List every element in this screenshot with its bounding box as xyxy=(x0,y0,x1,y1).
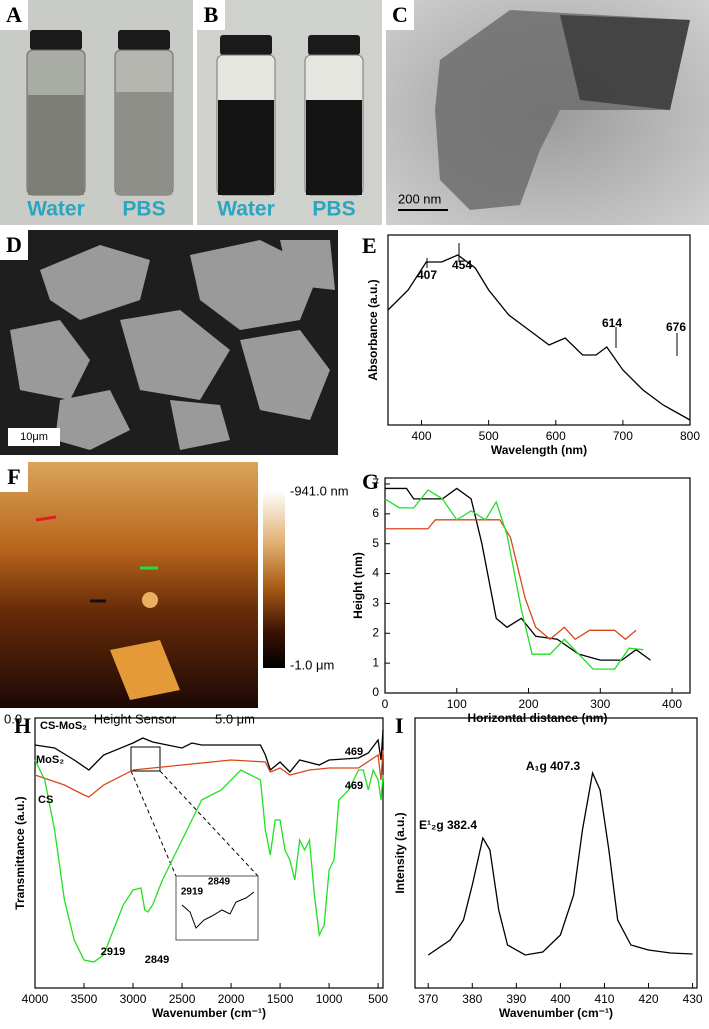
x-tick-label: 800 xyxy=(680,429,700,443)
y-tick-label: 2 xyxy=(372,625,379,639)
y-axis-label: Transmittance (a.u.) xyxy=(13,796,27,909)
annotation: E¹₂g 382.4 xyxy=(419,818,477,832)
panel-label: H xyxy=(14,713,31,738)
data-line xyxy=(384,489,644,670)
x-tick-label: 430 xyxy=(683,992,703,1006)
data-line xyxy=(385,519,637,641)
x-tick-label: 370 xyxy=(418,992,438,1006)
x-tick-label: 4000 xyxy=(22,992,49,1006)
axis-label: 0.0 xyxy=(4,711,22,726)
data-line xyxy=(427,770,693,956)
series-label: CS-MoS₂ xyxy=(40,720,87,732)
annotation: 676 xyxy=(666,320,686,334)
x-tick-label: 1000 xyxy=(316,992,343,1006)
scale-bar-label: 10μm xyxy=(20,431,48,443)
annotation: 407 xyxy=(417,268,437,282)
y-axis-label: Intensity (a.u.) xyxy=(393,812,407,893)
tem-image: C 200 nm xyxy=(386,0,709,225)
annotation: 469 xyxy=(345,746,363,758)
x-tick-label: 500 xyxy=(479,429,499,443)
x-tick-label: 400 xyxy=(662,697,682,711)
photo-b: B Water PBS xyxy=(197,0,382,225)
annotation: 2849 xyxy=(208,877,231,888)
panel-label: F xyxy=(7,464,20,489)
vial-label: PBS xyxy=(312,198,355,221)
x-tick-label: 390 xyxy=(506,992,526,1006)
vial-label: Water xyxy=(27,198,85,221)
annotation: 454 xyxy=(452,258,472,272)
annotation: A₁g 407.3 xyxy=(526,759,581,773)
vial-label: Water xyxy=(217,198,275,221)
afm-image: F -941.0 nm -1.0 μm 0.0 Height Sensor 5.… xyxy=(0,462,349,726)
plot-frame xyxy=(414,717,698,989)
plot-frame xyxy=(387,234,691,426)
panel-label: B xyxy=(204,2,219,27)
annotation: 2919 xyxy=(181,887,204,898)
panel-label: A xyxy=(6,2,22,27)
vial-label: PBS xyxy=(122,198,165,221)
x-tick-label: 3000 xyxy=(120,992,147,1006)
panel-label: C xyxy=(392,2,408,27)
photo-a: A Water PBS xyxy=(0,0,193,225)
data-line xyxy=(387,254,691,421)
y-axis-label: Height (nm) xyxy=(351,552,365,619)
x-axis-label: Wavelength (nm) xyxy=(491,443,587,457)
y-tick-label: 7 xyxy=(372,476,379,490)
axis-label: Height Sensor xyxy=(94,711,177,726)
panel-label: G xyxy=(362,469,379,494)
y-axis-label: Absorbance (a.u.) xyxy=(366,279,380,380)
data-line xyxy=(385,487,651,661)
x-tick-label: 410 xyxy=(594,992,614,1006)
y-tick-label: 4 xyxy=(372,566,379,580)
data-line xyxy=(34,759,384,963)
axis-label: 5.0 μm xyxy=(215,711,255,726)
x-axis-label: Wavenumber (cm⁻¹) xyxy=(152,1006,266,1020)
data-line xyxy=(34,729,384,773)
x-tick-label: 420 xyxy=(639,992,659,1006)
panel-label: E xyxy=(362,233,377,258)
x-tick-label: 2500 xyxy=(169,992,196,1006)
x-tick-label: 380 xyxy=(462,992,482,1006)
plot-frame xyxy=(384,477,691,694)
x-axis-label: Wavenumber (cm⁻¹) xyxy=(499,1006,613,1020)
colorbar-label: -1.0 μm xyxy=(290,657,334,672)
y-tick-label: 5 xyxy=(372,536,379,550)
x-tick-label: 500 xyxy=(368,992,388,1006)
x-tick-label: 300 xyxy=(590,697,610,711)
annotation: 2919 xyxy=(101,946,125,958)
plot-frame xyxy=(34,717,384,989)
panel-label: I xyxy=(395,713,404,738)
x-tick-label: 3500 xyxy=(71,992,98,1006)
sem-image: D 10μm xyxy=(0,230,338,455)
y-tick-label: 0 xyxy=(372,685,379,699)
x-tick-label: 200 xyxy=(519,697,539,711)
panel-label: D xyxy=(6,232,22,257)
data-line xyxy=(34,749,384,798)
x-tick-label: 100 xyxy=(447,697,467,711)
x-tick-label: 400 xyxy=(550,992,570,1006)
x-tick-label: 700 xyxy=(613,429,633,443)
annotation: 614 xyxy=(602,316,622,330)
y-tick-label: 6 xyxy=(372,506,379,520)
series-label: CS xyxy=(38,794,53,806)
x-tick-label: 600 xyxy=(546,429,566,443)
inset xyxy=(130,746,259,941)
annotation: 2849 xyxy=(145,954,169,966)
x-tick-label: 1500 xyxy=(267,992,294,1006)
scale-bar-label: 200 nm xyxy=(398,191,441,206)
y-tick-label: 3 xyxy=(372,596,379,610)
y-tick-label: 1 xyxy=(372,655,379,669)
colorbar-label: -941.0 nm xyxy=(290,483,349,498)
x-tick-label: 0 xyxy=(382,697,389,711)
series-label: MoS₂ xyxy=(36,754,64,766)
x-tick-label: 2000 xyxy=(218,992,245,1006)
annotation: 469 xyxy=(345,780,363,792)
x-tick-label: 400 xyxy=(412,429,432,443)
